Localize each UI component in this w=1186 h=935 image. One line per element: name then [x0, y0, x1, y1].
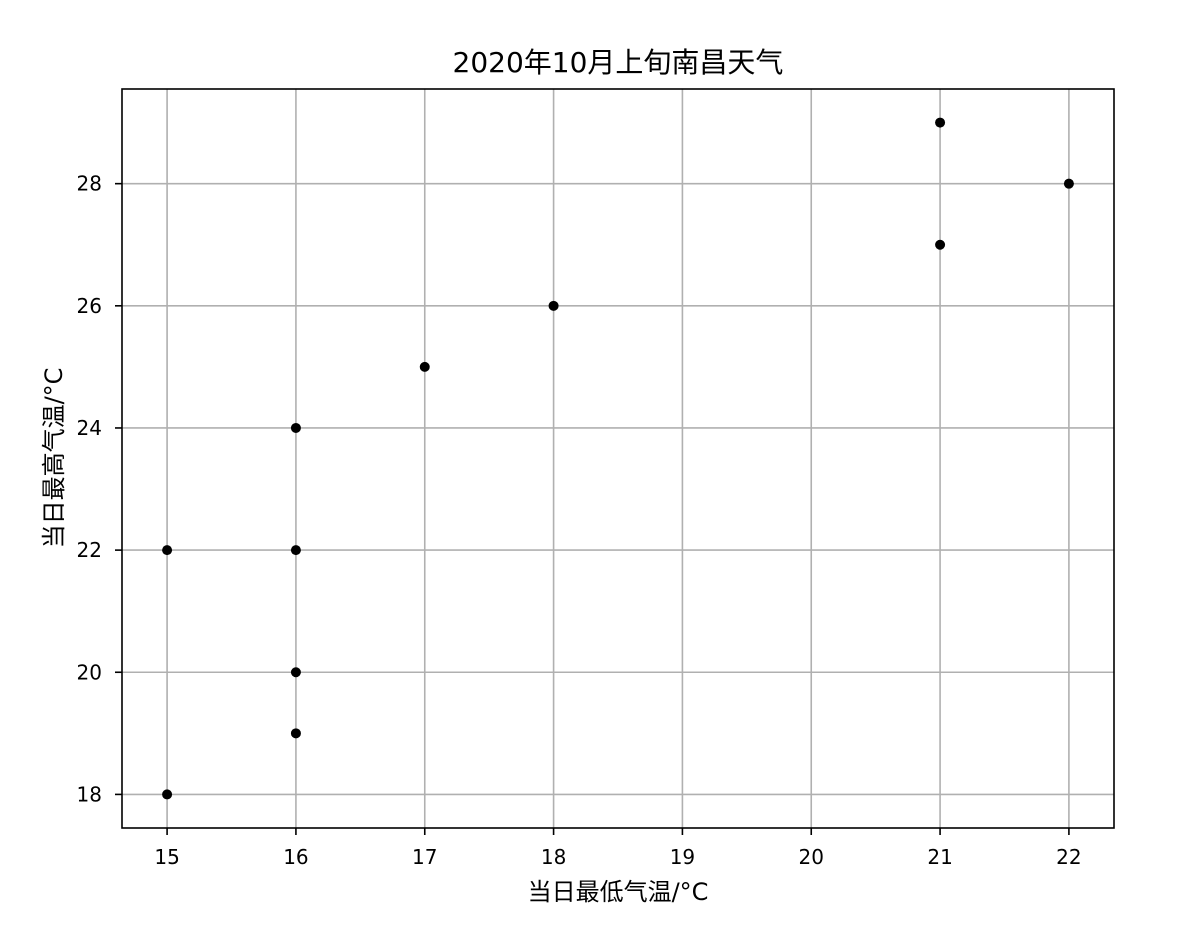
x-axis-label: 当日最低气温/°C [528, 878, 709, 906]
x-tick-label: 17 [412, 845, 437, 869]
scatter-point [290, 545, 301, 556]
grid-lines [122, 89, 1114, 828]
y-tick-label: 18 [77, 782, 102, 806]
y-tick-label: 24 [77, 416, 102, 440]
y-tick-label: 22 [77, 538, 102, 562]
y-tick-label: 26 [77, 294, 102, 318]
x-tick-label: 19 [670, 845, 695, 869]
scatter-point [162, 789, 173, 800]
axis-ticks: 15 16 17 18 19 20 21 22 18 20 22 24 26 28 [77, 172, 1082, 869]
scatter-point [548, 300, 559, 311]
plot-area-frame [121, 88, 1115, 829]
scatter-point [935, 117, 946, 128]
x-tick-label: 20 [799, 845, 824, 869]
chart-title: 2020年10月上旬南昌天气 [453, 46, 784, 79]
x-tick-label: 16 [283, 845, 308, 869]
y-axis-label: 当日最高气温/°C [40, 368, 68, 549]
y-tick-label: 20 [77, 660, 102, 684]
scatter-point [290, 728, 301, 739]
x-tick-label: 18 [541, 845, 566, 869]
scatter-point [290, 422, 301, 433]
scatter-points [162, 117, 1074, 800]
scatter-point [935, 239, 946, 250]
x-tick-label: 15 [154, 845, 179, 869]
y-tick-label: 28 [77, 172, 102, 196]
scatter-point [162, 545, 173, 556]
x-tick-label: 22 [1056, 845, 1081, 869]
scatter-point [290, 667, 301, 678]
scatter-point [419, 361, 430, 372]
scatter-point [1063, 178, 1074, 189]
x-tick-label: 21 [927, 845, 952, 869]
